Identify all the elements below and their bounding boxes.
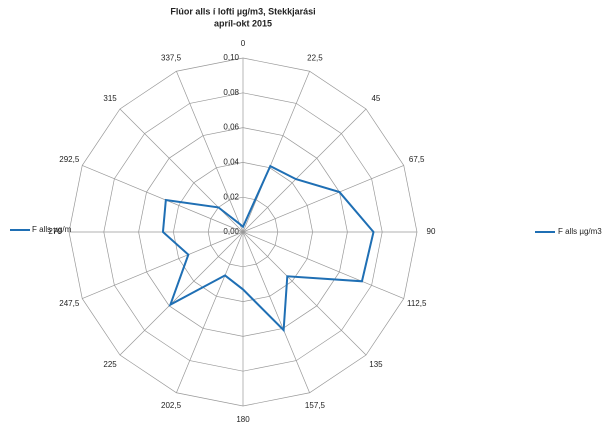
spoke xyxy=(242,231,310,393)
spoke xyxy=(242,165,404,233)
category-label: 202,5 xyxy=(161,401,182,410)
spoke xyxy=(176,231,244,393)
category-label: 45 xyxy=(371,94,380,103)
legend-label: F alls µg/m xyxy=(32,225,72,234)
series-line xyxy=(161,164,375,333)
category-label: 135 xyxy=(369,360,383,369)
spoke xyxy=(242,231,367,356)
category-label: 270 xyxy=(48,227,62,236)
r-tick-label: 0,00 xyxy=(223,227,239,236)
category-label: 112,5 xyxy=(407,299,427,308)
category-label: 67,5 xyxy=(409,155,425,164)
category-label: 225 xyxy=(103,360,117,369)
category-label: 22,5 xyxy=(307,53,323,62)
category-label: 180 xyxy=(236,415,250,424)
category-label: 247,5 xyxy=(59,299,80,308)
category-label: 337,5 xyxy=(161,53,182,62)
spoke xyxy=(242,71,310,233)
category-label: 292,5 xyxy=(59,155,80,164)
spoke xyxy=(82,165,244,233)
r-tick-label: 0,10 xyxy=(223,53,239,62)
r-tick-label: 0,08 xyxy=(223,88,239,97)
spoke xyxy=(242,108,367,233)
chart-title: Flúor alls í lofti µg/m3, Stekkjarási xyxy=(170,6,315,16)
category-label: 315 xyxy=(103,94,117,103)
spoke xyxy=(119,231,244,356)
r-tick-label: 0,04 xyxy=(223,158,239,167)
r-tick-label: 0,06 xyxy=(223,123,239,132)
category-label: 157,5 xyxy=(305,401,326,410)
spoke xyxy=(82,231,244,299)
legend-label: F alls µg/m3 xyxy=(558,227,602,236)
spoke xyxy=(176,71,244,233)
spoke xyxy=(242,231,404,299)
r-tick-label: 0,02 xyxy=(223,192,239,201)
category-label: 0 xyxy=(241,39,246,48)
category-label: 90 xyxy=(427,227,436,236)
chart-title: apríl-okt 2015 xyxy=(214,18,272,28)
